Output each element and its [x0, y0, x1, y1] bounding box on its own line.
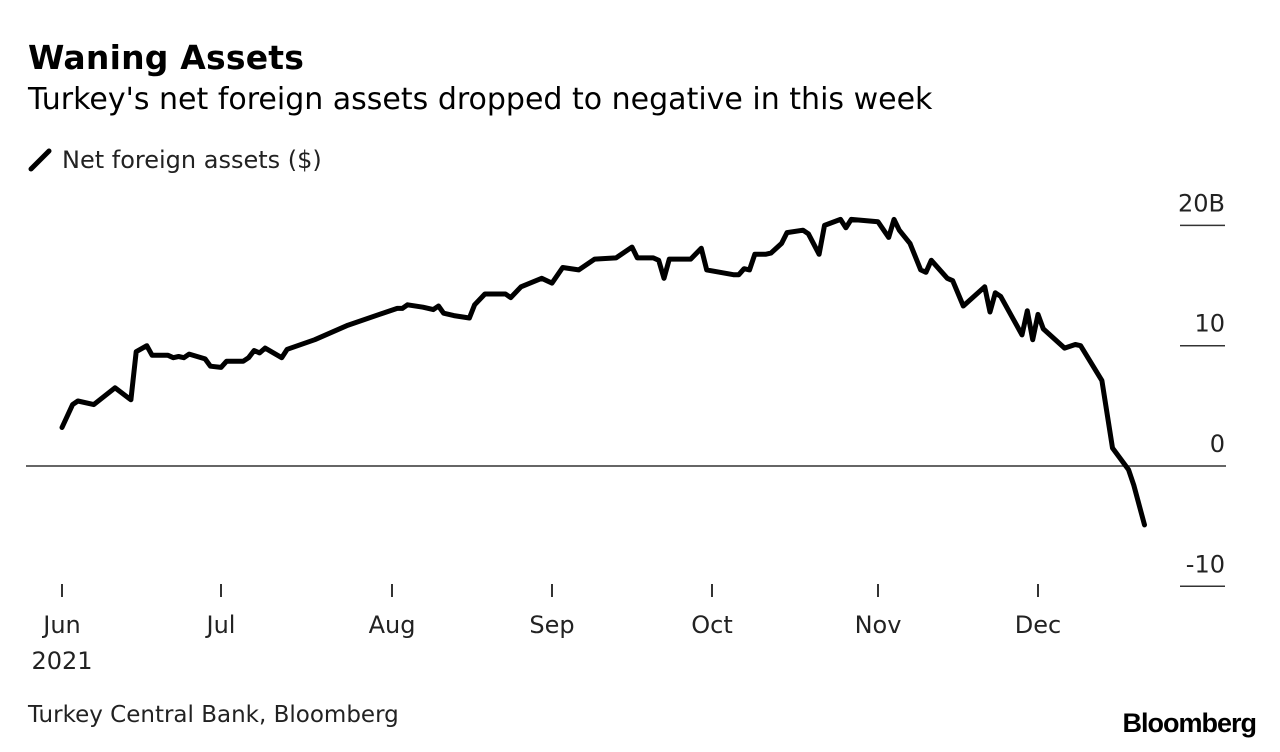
legend: Net foreign assets ($) — [28, 146, 322, 174]
y-axis: 20B 10 0 -10 — [1178, 189, 1225, 588]
x-tick-label: Sep — [529, 611, 574, 639]
y-tick-label: -10 — [1186, 550, 1225, 578]
bloomberg-logo: Bloomberg — [1122, 708, 1257, 738]
source-note: Turkey Central Bank, Bloomberg — [28, 702, 399, 728]
x-tick-label: Dec — [1015, 611, 1061, 639]
x-tick-label: Aug — [369, 611, 416, 639]
legend-label: Net foreign assets ($) — [62, 146, 322, 174]
x-tick-label: Nov — [855, 611, 902, 639]
x-axis: Jun 2021 Jul Aug Sep Oct Nov Dec — [31, 584, 1061, 675]
y-tick-label: 0 — [1210, 430, 1225, 458]
x-tick-label: Jul — [205, 611, 236, 639]
x-tick-label: Jun — [41, 611, 81, 639]
y-tick-label: 10 — [1194, 310, 1225, 338]
series-line-net-foreign-assets — [59, 216, 1147, 528]
chart-title: Waning Assets — [28, 38, 305, 77]
x-tick-sublabel: 2021 — [31, 647, 92, 675]
chart-subtitle: Turkey's net foreign assets dropped to n… — [28, 82, 933, 117]
y-tick-label: 20B — [1178, 189, 1225, 217]
legend-line-icon — [28, 148, 52, 172]
x-tick-label: Oct — [691, 611, 733, 639]
